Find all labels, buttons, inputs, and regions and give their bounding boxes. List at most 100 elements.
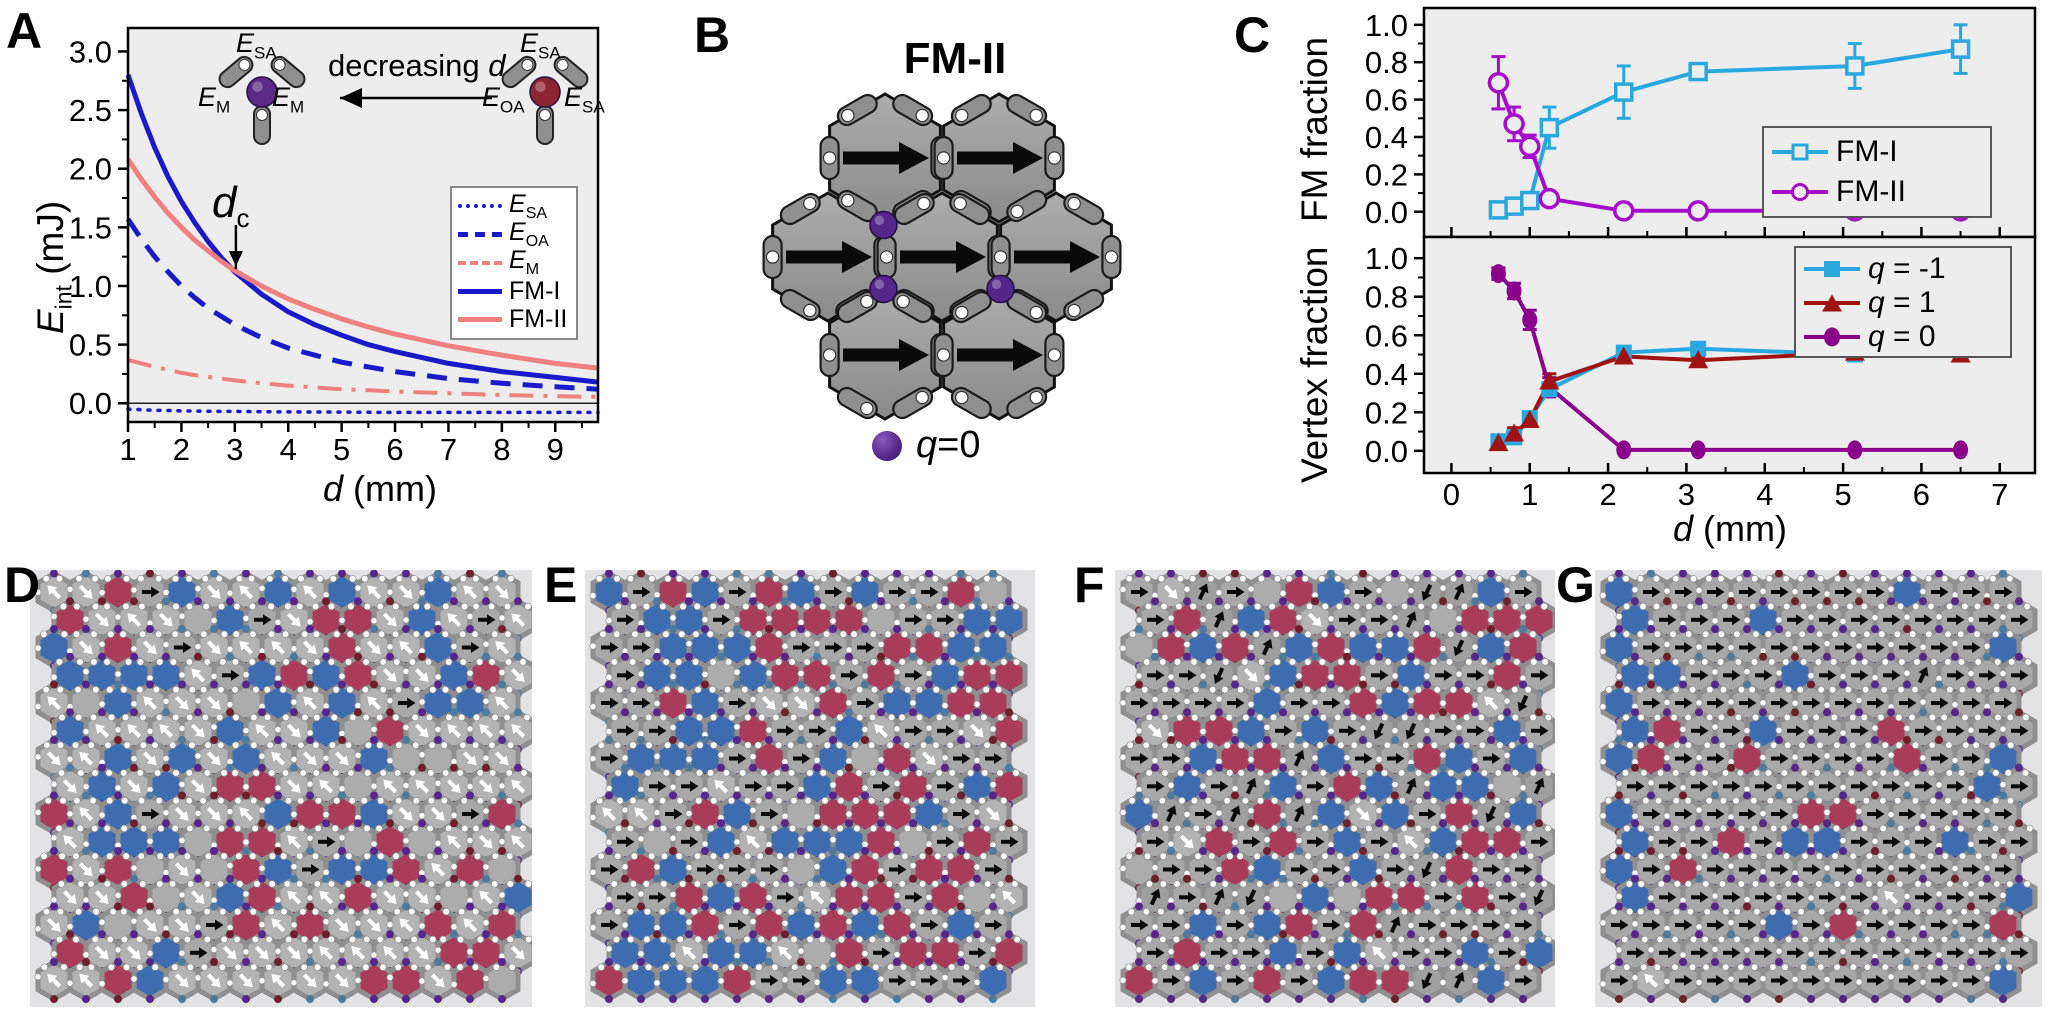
magnet-pole-dot (1167, 948, 1175, 956)
moment-arrow (382, 668, 397, 683)
magnet-pole-dot (860, 294, 874, 309)
magnet-pole-dot (662, 630, 670, 638)
moment-arrow (1147, 614, 1165, 626)
magnet-pole-dot (290, 921, 298, 929)
magnet-pole-dot (727, 630, 735, 638)
magnet-pole-dot (919, 741, 928, 749)
moment-arrow (793, 642, 811, 653)
vertex-charge-dot (418, 708, 426, 717)
magnet-pole-dot (1927, 602, 1935, 611)
magnet-pole-dot (1801, 713, 1809, 722)
vertex-charge-dot (338, 995, 346, 1003)
magnet-pole-dot (1336, 685, 1345, 694)
vertex-charge-dot (1135, 680, 1143, 689)
magnet-pole-dot (346, 630, 355, 638)
magnet-pole-dot (491, 574, 500, 583)
vertex-charge-dot (322, 819, 330, 828)
vertex-charge-dot (877, 930, 885, 939)
magnet-pole-dot (781, 700, 789, 708)
moment-arrow (937, 614, 955, 626)
vertex-charge-dot (1647, 570, 1655, 578)
moment-arrow (174, 806, 189, 821)
magnet-pole-dot (983, 824, 991, 833)
magnet-pole-dot (851, 741, 860, 749)
magnet-pole-dot (66, 923, 74, 931)
magnet-pole-dot (348, 574, 357, 583)
moment-arrow (649, 780, 667, 792)
moment-arrow (414, 668, 429, 683)
moment-arrow (1931, 642, 1949, 653)
magnet-pole-dot (281, 574, 289, 583)
magnet-pole-dot (55, 574, 64, 583)
magnet-pole-dot (280, 907, 288, 916)
magnet-pole-dot (1161, 685, 1169, 694)
magnet-pole-dot (1508, 796, 1517, 805)
magnet-pole-dot (887, 907, 896, 916)
magnet-pole-dot (200, 630, 208, 638)
magnet-pole-dot (709, 574, 717, 583)
magnet-pole-dot (103, 824, 111, 833)
magnet-pole-dot (360, 796, 368, 805)
vertex-charge-dot (50, 995, 58, 1003)
magnet-pole-dot (1784, 741, 1792, 749)
magnet-pole-dot (853, 824, 861, 833)
vertex-charge-dot (1151, 597, 1159, 606)
vertex-charge-sphere (986, 274, 1015, 304)
vertex-charge-dot (1439, 930, 1447, 939)
vertex-charge-dot (797, 625, 805, 633)
magnet-pole-dot (900, 630, 909, 638)
vertex-charge-dot (1439, 597, 1447, 606)
magnet-pole-dot (456, 963, 464, 971)
magnet-pole-dot (628, 658, 637, 666)
vertex-charge-dot (194, 930, 202, 939)
vertex-charge-dot (1759, 652, 1767, 661)
vertex-charge-dot (1151, 819, 1159, 828)
magnet-pole-dot (1871, 674, 1879, 682)
moment-arrow (95, 724, 110, 738)
magnet-pole-dot (884, 630, 892, 638)
magnet-pole-dot (1359, 784, 1367, 792)
magnet-pole-dot (1929, 685, 1938, 694)
magnet-pole-dot (829, 836, 837, 844)
vertex-charge-dot (226, 874, 234, 883)
magnet-pole-dot (58, 852, 66, 860)
magnet-pole-dot (605, 838, 613, 846)
magnet-pole-dot (87, 880, 95, 888)
magnet-pole-dot (1159, 658, 1167, 666)
magnet-pole-dot (1125, 852, 1133, 860)
vertex-charge-dot (1871, 625, 1879, 633)
magnet-pole-dot (386, 757, 394, 765)
magnet-pole-dot (226, 645, 234, 653)
moment-arrow (399, 918, 414, 933)
moment-arrow (1147, 780, 1165, 792)
magnet-pole-dot (1161, 741, 1169, 749)
magnet-pole-dot (966, 769, 975, 777)
vertex-charge-dot (498, 570, 506, 578)
magnet-pole-dot (839, 880, 847, 888)
magnet-pole-dot (338, 672, 346, 680)
magnet-pole-dot (957, 669, 965, 677)
magnet-pole-dot (1782, 658, 1790, 666)
magnet-pole-dot (185, 658, 194, 666)
magnet-pole-dot (1273, 963, 1281, 971)
moment-arrow (1931, 697, 1949, 709)
vertex-charge-dot (1167, 847, 1175, 855)
vertex-charge-dot (1919, 652, 1927, 661)
vertex-charge-dot (466, 995, 474, 1003)
moment-arrow (1755, 669, 1773, 681)
vertex-charge-dot (637, 736, 645, 744)
magnet-pole-dot (1903, 669, 1911, 677)
vertex-charge-dot (1183, 819, 1191, 828)
magnet-pole-dot (1855, 587, 1863, 595)
magnet-pole-dot (75, 574, 83, 583)
vertex-charge-dot (829, 847, 837, 855)
magnet-pole-dot (524, 935, 532, 944)
moment-arrow (617, 891, 635, 903)
magnet-pole-dot (973, 808, 981, 816)
vertex-charge-dot (1519, 791, 1527, 800)
panel-f-lattice (1115, 570, 1555, 1007)
magnet-pole-dot (957, 893, 965, 901)
vertex-charge-dot (1327, 625, 1335, 633)
magnet-pole-dot (1445, 658, 1454, 666)
moment-arrow (1179, 669, 1197, 681)
